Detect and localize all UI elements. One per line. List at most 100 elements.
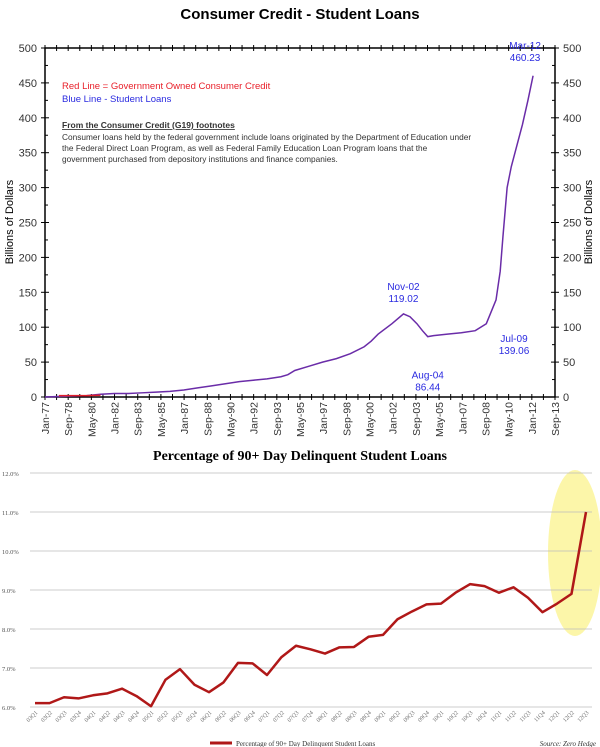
x-tick-label-2: 11Q1 xyxy=(490,710,504,724)
x-tick-label-2: 08Q4 xyxy=(359,710,373,724)
y-tick-label-2: 12.0% xyxy=(2,471,19,478)
y-tick-label-left: 300 xyxy=(19,183,37,195)
y-axis-label-right: Billions of Dollars xyxy=(583,179,595,264)
x-tick-label: Sep-08 xyxy=(480,402,492,436)
y-tick-label-right: 500 xyxy=(563,43,581,55)
x-tick-label-2: 05Q3 xyxy=(171,710,185,724)
y-tick-label-left: 500 xyxy=(19,43,37,55)
x-tick-label-2: 12Q1 xyxy=(548,710,562,724)
series-line-student-loans xyxy=(44,75,534,398)
y-tick-label-right: 200 xyxy=(563,252,581,264)
series-line-delinquency xyxy=(35,511,588,708)
x-tick-label-2: 04Q3 xyxy=(113,710,127,724)
legend-label: Percentage of 90+ Day Delinquent Student… xyxy=(236,740,376,747)
annotation-value: 119.02 xyxy=(389,294,419,305)
x-tick-label: Sep-83 xyxy=(133,402,145,436)
x-tick-label-2: 11Q4 xyxy=(533,710,547,724)
x-tick-label: May-90 xyxy=(225,402,237,437)
x-tick-label-2: 04Q4 xyxy=(127,710,141,724)
y-tick-label-left: 450 xyxy=(19,78,37,90)
annotation-value: 460.23 xyxy=(510,53,541,64)
y-tick-label-right: 250 xyxy=(563,218,581,230)
y-tick-label-left: 350 xyxy=(19,148,37,160)
chart-title-2: Percentage of 90+ Day Delinquent Student… xyxy=(153,449,447,464)
x-tick-label: Jan-12 xyxy=(527,402,539,434)
x-tick-label-2: 08Q1 xyxy=(316,710,330,724)
y-tick-label-left: 400 xyxy=(19,113,37,125)
x-tick-label: May-00 xyxy=(365,402,377,437)
x-tick-label-2: 05Q1 xyxy=(142,710,156,724)
y-tick-label-left: 150 xyxy=(19,287,37,299)
x-tick-label-2: 09Q3 xyxy=(403,710,417,724)
x-tick-label-2: 10Q2 xyxy=(446,710,460,724)
y-tick-label-2: 8.0% xyxy=(2,627,16,634)
y-tick-label-2: 11.0% xyxy=(2,510,19,517)
x-tick-label-2: 05Q4 xyxy=(185,710,199,724)
x-tick-label: May-95 xyxy=(295,402,307,437)
y-tick-label-2: 10.0% xyxy=(2,549,19,556)
x-tick-label: Sep-88 xyxy=(202,402,214,436)
x-tick-label-2: 03Q2 xyxy=(40,710,54,724)
y-tick-label-right: 0 xyxy=(563,392,569,404)
x-tick-label-2: 03Q3 xyxy=(55,710,69,724)
x-tick-label: Jan-82 xyxy=(110,402,122,434)
annotation-label: Mar-12 xyxy=(509,41,541,52)
y-tick-label-left: 250 xyxy=(19,218,37,230)
x-tick-label-2: 07Q1 xyxy=(258,710,272,724)
x-tick-label: Jan-97 xyxy=(318,402,330,434)
annotation-label: Aug-04 xyxy=(412,371,445,382)
legend-red: Red Line = Government Owned Consumer Cre… xyxy=(62,81,271,92)
x-tick-label: Jan-87 xyxy=(179,402,191,434)
footnote-line: government purchased from depository ins… xyxy=(62,154,338,164)
legend-blue: Blue Line - Student Loans xyxy=(62,94,172,105)
x-tick-label-2: 06Q2 xyxy=(214,710,228,724)
x-tick-label: Jan-02 xyxy=(388,402,400,434)
x-tick-label: May-05 xyxy=(434,402,446,437)
x-tick-label-2: 10Q1 xyxy=(432,710,446,724)
x-tick-label-2: 08Q2 xyxy=(330,710,344,724)
x-tick-label-2: 09Q1 xyxy=(374,710,388,724)
x-tick-label: Sep-13 xyxy=(550,402,562,436)
x-tick-label-2: 09Q2 xyxy=(388,710,402,724)
x-tick-label-2: 12Q2 xyxy=(562,710,576,724)
x-tick-label: Jan-77 xyxy=(40,402,52,434)
x-tick-label-2: 07Q3 xyxy=(287,710,301,724)
y-tick-label-2: 9.0% xyxy=(2,588,16,595)
x-tick-label: Sep-93 xyxy=(272,402,284,436)
y-tick-label-right: 300 xyxy=(563,183,581,195)
y-tick-label-left: 0 xyxy=(31,392,37,404)
y-tick-label-left: 100 xyxy=(19,322,37,334)
x-tick-label-2: 06Q4 xyxy=(243,710,257,724)
y-tick-label-right: 350 xyxy=(563,148,581,160)
y-axis-label-left: Billions of Dollars xyxy=(4,179,16,264)
x-tick-label-2: 09Q4 xyxy=(417,710,431,724)
x-tick-label-2: 11Q3 xyxy=(519,710,533,724)
footnote-line: Consumer loans held by the federal gover… xyxy=(62,132,471,142)
x-tick-label-2: 04Q1 xyxy=(84,710,98,724)
footnote-line: the Federal Direct Loan Program, as well… xyxy=(62,143,428,153)
source-label: Source: Zero Hedge xyxy=(540,740,596,747)
x-tick-label-2: 08Q3 xyxy=(345,710,359,724)
annotation-value: 86.44 xyxy=(415,383,440,394)
x-tick-label: May-80 xyxy=(86,402,98,437)
x-tick-label-2: 06Q1 xyxy=(200,710,214,724)
annotation-value: 139.06 xyxy=(499,346,530,357)
x-tick-label-2: 11Q2 xyxy=(504,710,518,724)
footnote-title: From the Consumer Credit (G19) footnotes xyxy=(62,120,235,130)
annotation-label: Jul-09 xyxy=(500,334,528,345)
y-tick-label-left: 200 xyxy=(19,252,37,264)
x-tick-label-2: 03Q1 xyxy=(26,710,40,724)
x-tick-label: Sep-78 xyxy=(63,402,75,436)
x-tick-label-2: 10Q4 xyxy=(475,710,489,724)
highlight-ellipse xyxy=(548,470,600,636)
chart-title: Consumer Credit - Student Loans xyxy=(180,6,419,23)
x-tick-label-2: 04Q2 xyxy=(98,710,112,724)
y-tick-label-left: 50 xyxy=(25,357,37,369)
y-tick-label-right: 400 xyxy=(563,113,581,125)
x-tick-label-2: 12Q3 xyxy=(577,710,591,724)
x-tick-label-2: 07Q2 xyxy=(272,710,286,724)
x-tick-label-2: 10Q3 xyxy=(461,710,475,724)
x-tick-label-2: 07Q4 xyxy=(301,710,315,724)
x-tick-label: May-85 xyxy=(156,402,168,437)
